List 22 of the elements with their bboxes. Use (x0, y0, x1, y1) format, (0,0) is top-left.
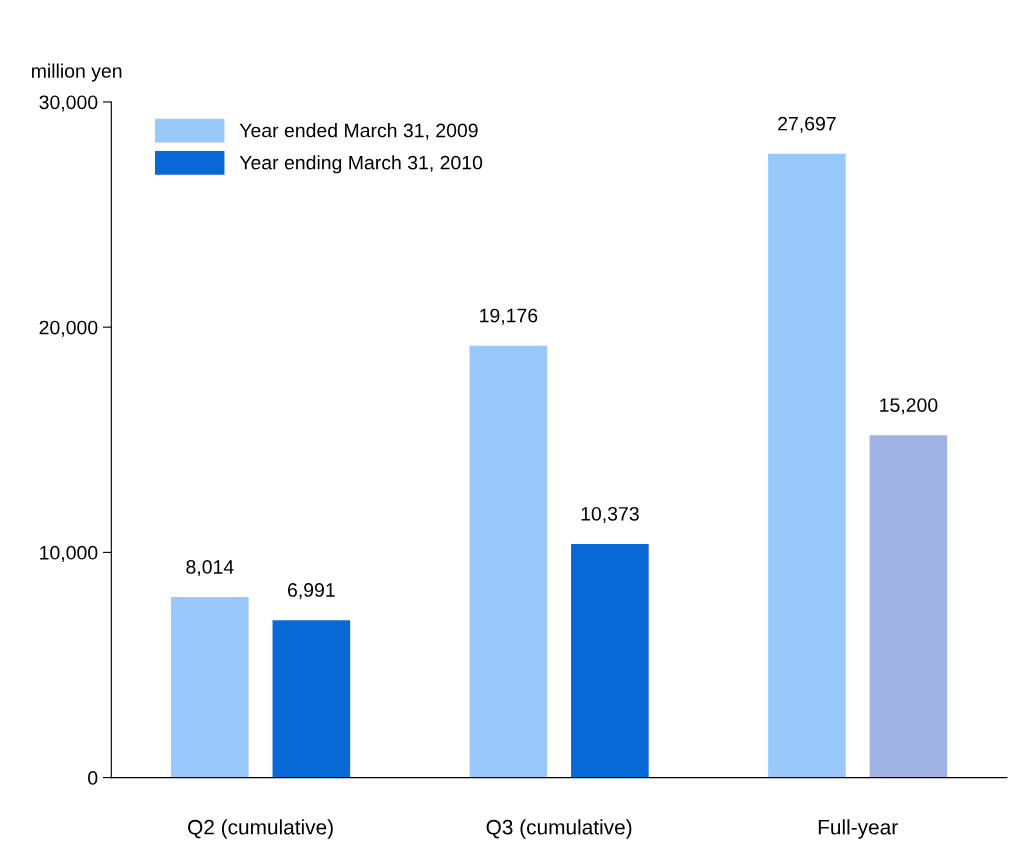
data-label: 8,014 (186, 560, 234, 577)
bar (171, 597, 249, 778)
bar (272, 620, 351, 778)
y-axis-title: million yen (32, 63, 122, 82)
data-label: 19,176 (480, 308, 538, 325)
bar (469, 345, 548, 778)
x-tick-label: Q2 (cumulative) (188, 819, 333, 839)
legend-label: Year ended March 31, 2009 (239, 123, 478, 140)
y-tick-label: 30,000 (39, 95, 98, 112)
data-label: 27,697 (778, 116, 836, 133)
bar (571, 543, 649, 778)
legend-label: Year ending March 31, 2010 (239, 155, 483, 174)
y-tick-label: 0 (88, 771, 98, 785)
data-label: 6,991 (288, 583, 335, 600)
x-tick-label: Full-year (818, 819, 898, 839)
y-tick-label: 10,000 (40, 545, 98, 562)
y-tick-label: 20,000 (39, 320, 98, 337)
data-label: 15,200 (880, 398, 938, 415)
data-label: 10,373 (581, 506, 639, 523)
bar (869, 435, 948, 778)
x-tick-label: Q3 (cumulative) (486, 819, 632, 839)
bar (768, 153, 846, 778)
